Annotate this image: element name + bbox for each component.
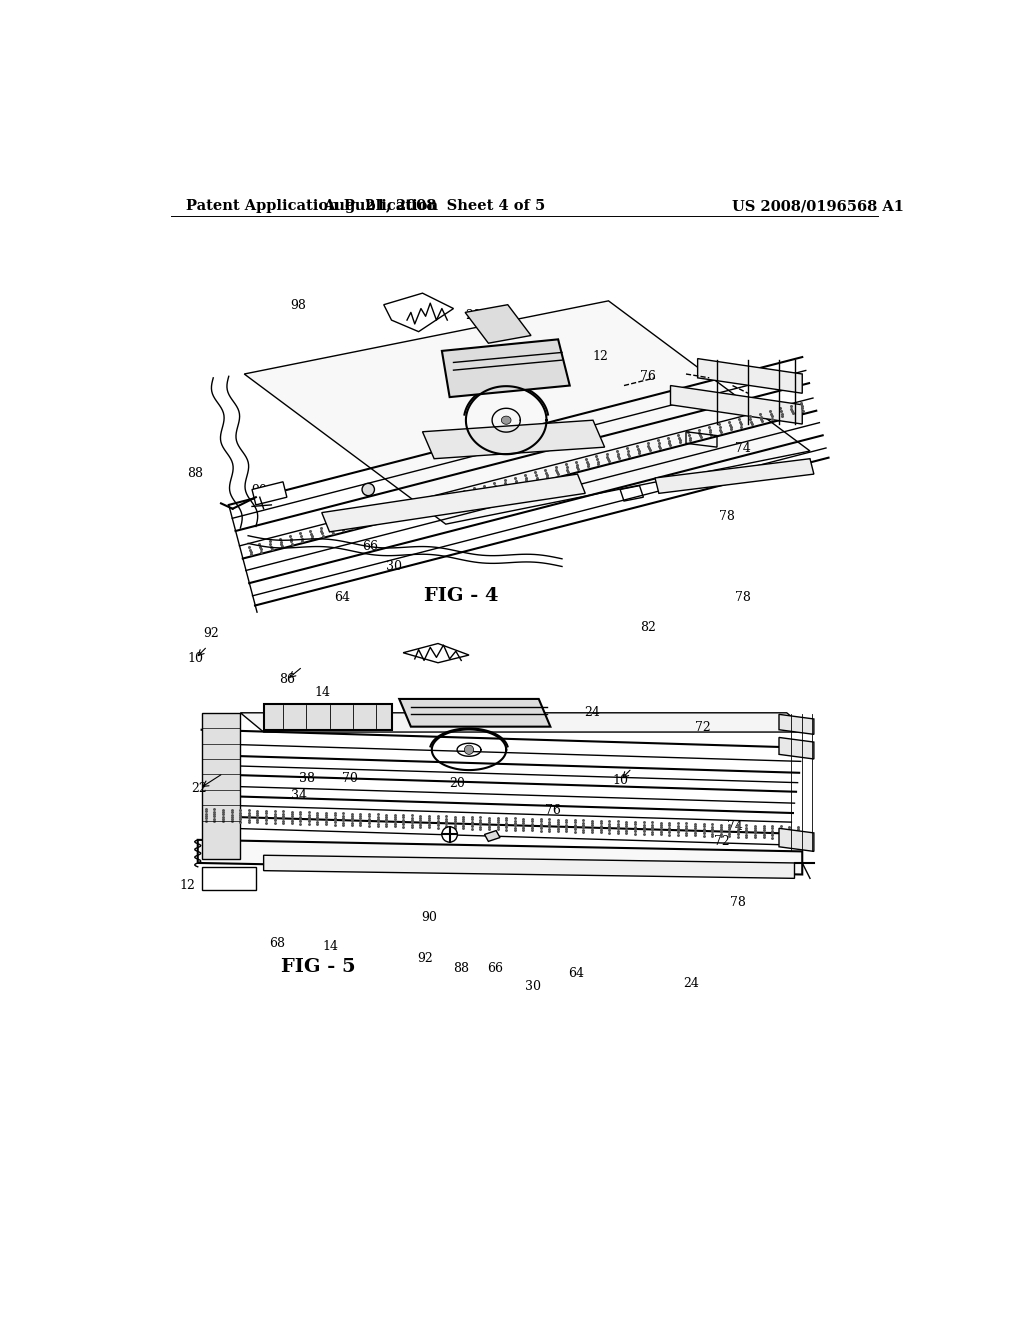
Polygon shape xyxy=(697,359,802,393)
Text: FIG - 4: FIG - 4 xyxy=(424,587,499,605)
Polygon shape xyxy=(779,738,814,759)
Text: 14: 14 xyxy=(314,685,331,698)
Text: 34: 34 xyxy=(291,789,306,803)
Polygon shape xyxy=(263,855,795,878)
Polygon shape xyxy=(484,830,500,841)
Text: 24: 24 xyxy=(585,706,600,719)
Text: 88: 88 xyxy=(187,467,204,480)
Text: 74: 74 xyxy=(727,820,743,833)
Text: 98: 98 xyxy=(291,300,306,313)
Text: 92: 92 xyxy=(418,952,433,965)
Text: 38: 38 xyxy=(299,772,314,785)
Text: 66: 66 xyxy=(486,962,503,975)
Polygon shape xyxy=(322,474,586,532)
Polygon shape xyxy=(403,644,469,663)
Polygon shape xyxy=(423,420,604,459)
Text: 74: 74 xyxy=(735,442,751,454)
Text: 66: 66 xyxy=(362,540,378,553)
Text: 88: 88 xyxy=(454,962,469,975)
Text: 86: 86 xyxy=(279,673,295,686)
Text: 64: 64 xyxy=(334,591,350,605)
Text: 64: 64 xyxy=(568,968,585,979)
Text: 78: 78 xyxy=(719,510,735,523)
Polygon shape xyxy=(384,293,454,331)
Text: 10: 10 xyxy=(187,652,204,665)
Text: 82: 82 xyxy=(640,622,655,635)
Text: 76: 76 xyxy=(640,371,655,383)
Polygon shape xyxy=(263,704,391,730)
Text: 90: 90 xyxy=(422,911,437,924)
Text: Aug. 21, 2008  Sheet 4 of 5: Aug. 21, 2008 Sheet 4 of 5 xyxy=(323,199,545,213)
Polygon shape xyxy=(202,713,241,859)
Circle shape xyxy=(362,483,375,495)
Polygon shape xyxy=(241,713,810,733)
Text: 22: 22 xyxy=(191,781,207,795)
Circle shape xyxy=(464,744,474,755)
Circle shape xyxy=(442,826,458,842)
Text: 14: 14 xyxy=(323,940,338,953)
Text: 24: 24 xyxy=(683,977,699,990)
Text: 30: 30 xyxy=(524,981,541,993)
Text: 72: 72 xyxy=(714,836,729,847)
Text: FIG - 5: FIG - 5 xyxy=(281,958,355,975)
Text: 68: 68 xyxy=(269,937,286,949)
Text: 92: 92 xyxy=(204,627,219,640)
Text: 30: 30 xyxy=(386,561,401,573)
Polygon shape xyxy=(655,459,814,494)
Polygon shape xyxy=(502,416,511,424)
Text: US 2008/0196568 A1: US 2008/0196568 A1 xyxy=(732,199,904,213)
Polygon shape xyxy=(465,305,531,343)
Text: 12: 12 xyxy=(592,350,608,363)
Text: 20: 20 xyxy=(450,777,465,789)
Text: 72: 72 xyxy=(695,721,712,734)
Text: Patent Application Publication: Patent Application Publication xyxy=(186,199,438,213)
Polygon shape xyxy=(442,339,569,397)
Polygon shape xyxy=(779,714,814,734)
Polygon shape xyxy=(779,829,814,851)
Text: 10: 10 xyxy=(612,774,628,787)
Polygon shape xyxy=(671,385,802,424)
Polygon shape xyxy=(399,700,550,726)
Text: 12: 12 xyxy=(179,879,196,891)
Text: 76: 76 xyxy=(545,804,560,817)
Text: 78: 78 xyxy=(735,591,751,605)
Text: 90: 90 xyxy=(251,484,267,498)
Text: 70: 70 xyxy=(342,772,358,785)
Polygon shape xyxy=(252,482,287,506)
Text: 20: 20 xyxy=(465,309,481,322)
Text: 78: 78 xyxy=(729,896,745,909)
Polygon shape xyxy=(198,840,802,874)
Polygon shape xyxy=(245,301,810,524)
